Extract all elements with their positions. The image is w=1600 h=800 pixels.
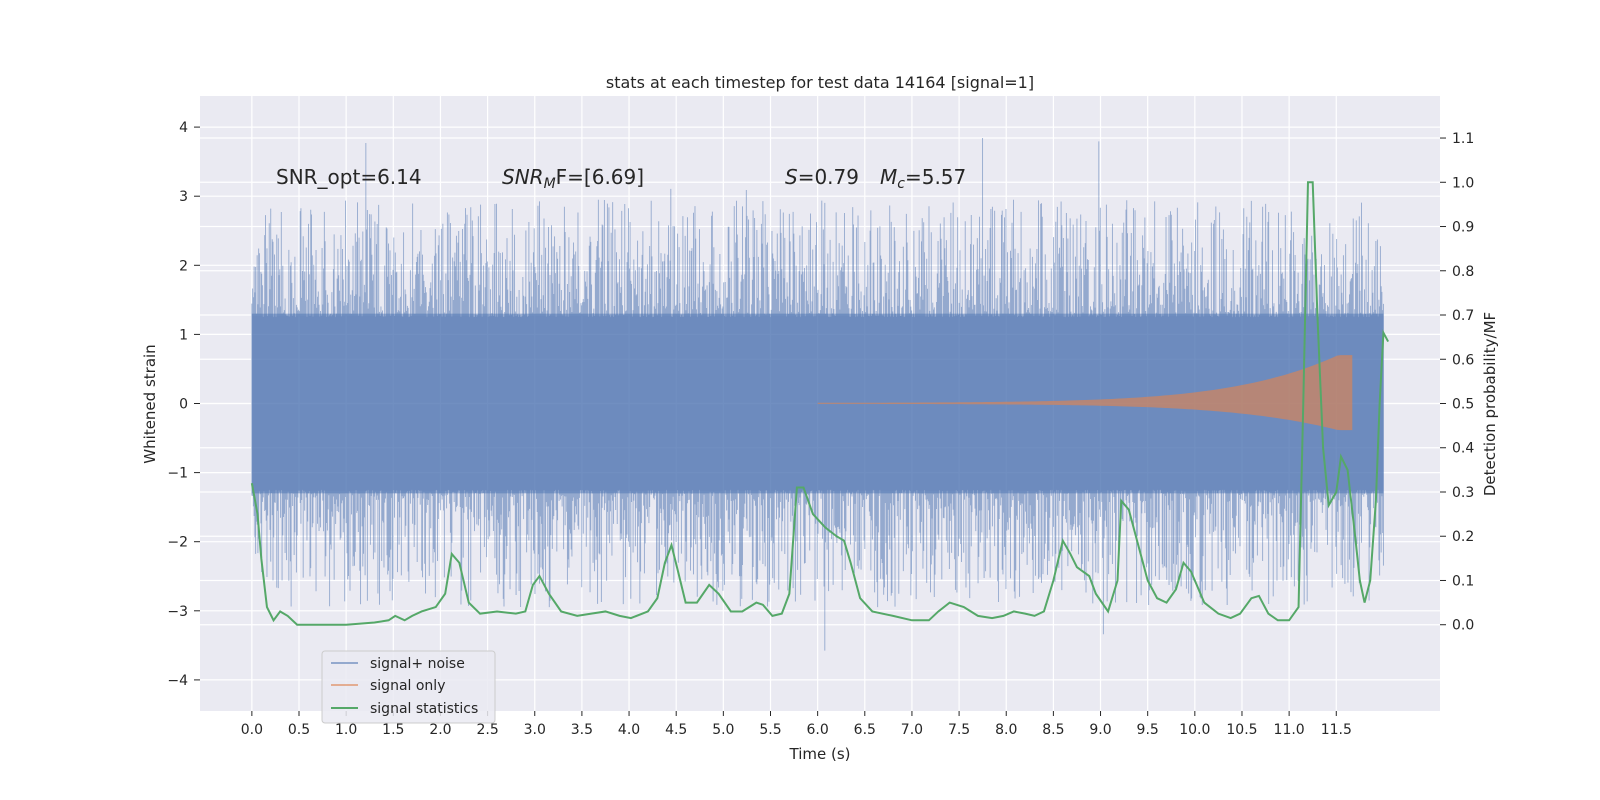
x-tick-label: 9.0 <box>1089 722 1111 738</box>
snr-opt-annotation: SNR_opt=6.14 <box>276 165 422 189</box>
signal-statistics-layer <box>250 181 1390 626</box>
legend: signal+ noise signal only signal statist… <box>321 650 496 724</box>
chart-title: stats at each timestep for test data 141… <box>606 73 1034 92</box>
snr-mf-annotation: SNRMF=[6.69] <box>502 165 644 192</box>
y2-axis-label: Detection probability/MF <box>1481 312 1499 496</box>
y2-tick-label: 0.6 <box>1452 352 1474 368</box>
x-tick-label: 3.0 <box>524 722 546 738</box>
s-annotation: S=0.79 <box>785 165 859 189</box>
y-tick-label: 0 <box>179 397 188 413</box>
s-symbol: S <box>785 165 798 189</box>
y2-tick-label: 1.1 <box>1452 131 1474 147</box>
y-tick-label: 3 <box>179 189 188 205</box>
snr-mf-subscript: M <box>544 176 556 192</box>
mc-value: =5.57 <box>905 165 966 189</box>
y-axis-ticks: −4 −3 −2 −1 0 1 2 3 4 <box>167 120 200 689</box>
y2-tick-label: 0.0 <box>1452 618 1474 634</box>
x-tick-label: 8.0 <box>995 722 1017 738</box>
mc-subscript: c <box>897 176 905 192</box>
legend-box <box>321 650 496 724</box>
x-tick-label: 10.5 <box>1226 722 1257 738</box>
x-tick-label: 6.0 <box>807 722 829 738</box>
x-tick-label: 8.5 <box>1042 722 1064 738</box>
y-tick-label: 4 <box>179 120 188 136</box>
y2-axis-ticks: 0.0 0.1 0.2 0.3 0.4 0.5 0.6 0.7 0.8 0.9 1.0 1.1 <box>1440 131 1474 634</box>
x-tick-label: 0.5 <box>288 722 310 738</box>
y2-tick-label: 0.1 <box>1452 573 1474 589</box>
x-tick-label: 7.5 <box>948 722 970 738</box>
y2-tick-label: 0.8 <box>1452 264 1474 280</box>
x-tick-label: 4.5 <box>665 722 687 738</box>
x-tick-label: 6.5 <box>854 722 876 738</box>
x-tick-label: 3.5 <box>571 722 593 738</box>
x-tick-label: 2.0 <box>429 722 451 738</box>
s-value: =0.79 <box>798 165 859 189</box>
snr-mf-tail: F=[6.69] <box>556 165 644 189</box>
y-tick-label: 1 <box>179 327 188 343</box>
x-axis-label: Time (s) <box>789 745 851 763</box>
x-axis-ticks: 0.0 0.5 1.0 1.5 2.0 2.5 3.0 3.5 4.0 4.5 5.0 5.5 6.0 6… <box>241 711 1352 738</box>
y2-tick-label: 1.0 <box>1452 175 1474 191</box>
y-tick-label: −1 <box>167 466 188 482</box>
x-tick-label: 1.0 <box>335 722 357 738</box>
x-tick-label: 1.5 <box>382 722 404 738</box>
x-tick-label: 5.5 <box>759 722 781 738</box>
x-tick-label: 10.0 <box>1179 722 1210 738</box>
y2-tick-label: 0.7 <box>1452 308 1474 324</box>
y-tick-label: 2 <box>179 258 188 274</box>
y-axis-label: Whitened strain <box>141 344 159 463</box>
legend-label-signal-statistics: signal statistics <box>370 701 478 717</box>
signal-only-layer <box>817 355 1353 431</box>
x-tick-label: 11.0 <box>1274 722 1305 738</box>
signal-statistics-line <box>250 181 1390 626</box>
x-tick-label: 11.5 <box>1321 722 1352 738</box>
y2-tick-label: 0.3 <box>1452 485 1474 501</box>
y2-tick-label: 0.5 <box>1452 397 1474 413</box>
x-tick-label: 7.0 <box>901 722 923 738</box>
x-tick-label: 5.0 <box>712 722 734 738</box>
snr-mf-base: SNR <box>502 165 544 189</box>
signal-only-envelope <box>817 355 1353 431</box>
y2-tick-label: 0.4 <box>1452 441 1474 457</box>
mc-symbol: M <box>880 165 897 189</box>
y-tick-label: −2 <box>167 535 188 551</box>
x-tick-label: 4.0 <box>618 722 640 738</box>
y-tick-label: −3 <box>167 604 188 620</box>
legend-label-signal-only: signal only <box>370 678 445 694</box>
x-tick-label: 0.0 <box>241 722 263 738</box>
x-tick-label: 9.5 <box>1137 722 1159 738</box>
x-tick-label: 2.5 <box>476 722 498 738</box>
y-tick-label: −4 <box>167 673 188 689</box>
y2-tick-label: 0.2 <box>1452 529 1474 545</box>
y2-tick-label: 0.9 <box>1452 220 1474 236</box>
legend-label-signal-noise: signal+ noise <box>370 656 465 672</box>
mc-annotation: Mc=5.57 <box>880 165 966 192</box>
